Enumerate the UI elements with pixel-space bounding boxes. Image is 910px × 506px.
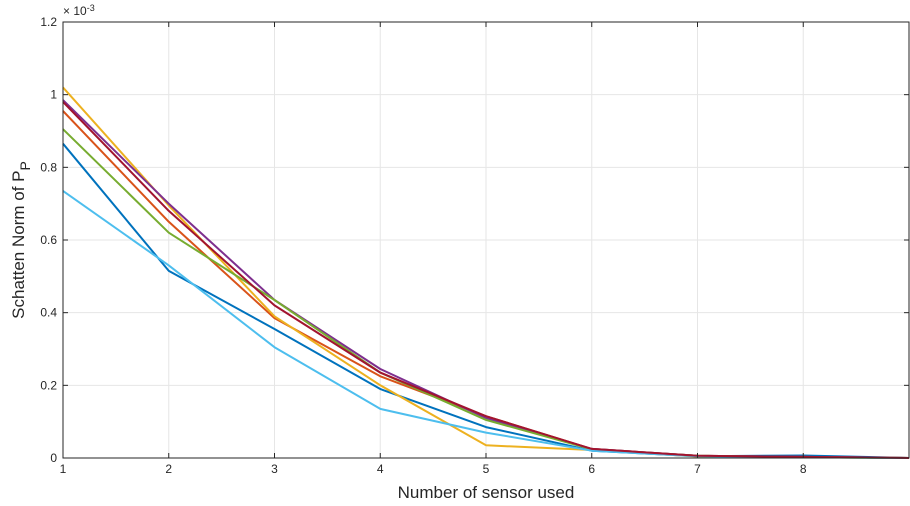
y-axis-label-subscript: P <box>17 161 33 170</box>
y-tick-label: 0.8 <box>40 160 57 174</box>
y-tick-label: 0.4 <box>40 306 57 320</box>
x-tick-label: 1 <box>60 462 67 476</box>
x-tick-label: 2 <box>165 462 172 476</box>
axes <box>62 21 910 459</box>
x-tick-label: 8 <box>800 462 807 476</box>
x-tick-label: 4 <box>377 462 384 476</box>
y-exponent-base: × 10 <box>63 4 87 18</box>
y-tick-label: 0.2 <box>40 378 57 392</box>
y-axis-label: Schatten Norm of PP <box>9 161 33 319</box>
series-lines <box>62 86 910 459</box>
x-axis-label: Number of sensor used <box>398 483 575 502</box>
axes-box <box>62 21 910 459</box>
y-tick-label: 0.6 <box>40 233 57 247</box>
x-tick-label: 7 <box>694 462 701 476</box>
x-axis-label-text: Number of sensor used <box>398 483 575 502</box>
x-tick-label: 5 <box>483 462 490 476</box>
y-exponent-power: -3 <box>87 3 95 13</box>
x-tick-label: 3 <box>271 462 278 476</box>
y-exponent-label: × 10-3 <box>63 3 95 18</box>
y-tick-label: 1.2 <box>40 15 57 29</box>
tick-labels: 1 2 3 4 5 6 7 8 0 0.2 0.4 0.6 0.8 1 1.2 <box>40 15 807 476</box>
y-tick-label: 1 <box>50 88 57 102</box>
y-axis-label-text: Schatten Norm of P <box>9 171 28 319</box>
x-tick-label: 6 <box>588 462 595 476</box>
series-line-7 <box>62 101 910 459</box>
y-tick-label: 0 <box>50 451 57 465</box>
